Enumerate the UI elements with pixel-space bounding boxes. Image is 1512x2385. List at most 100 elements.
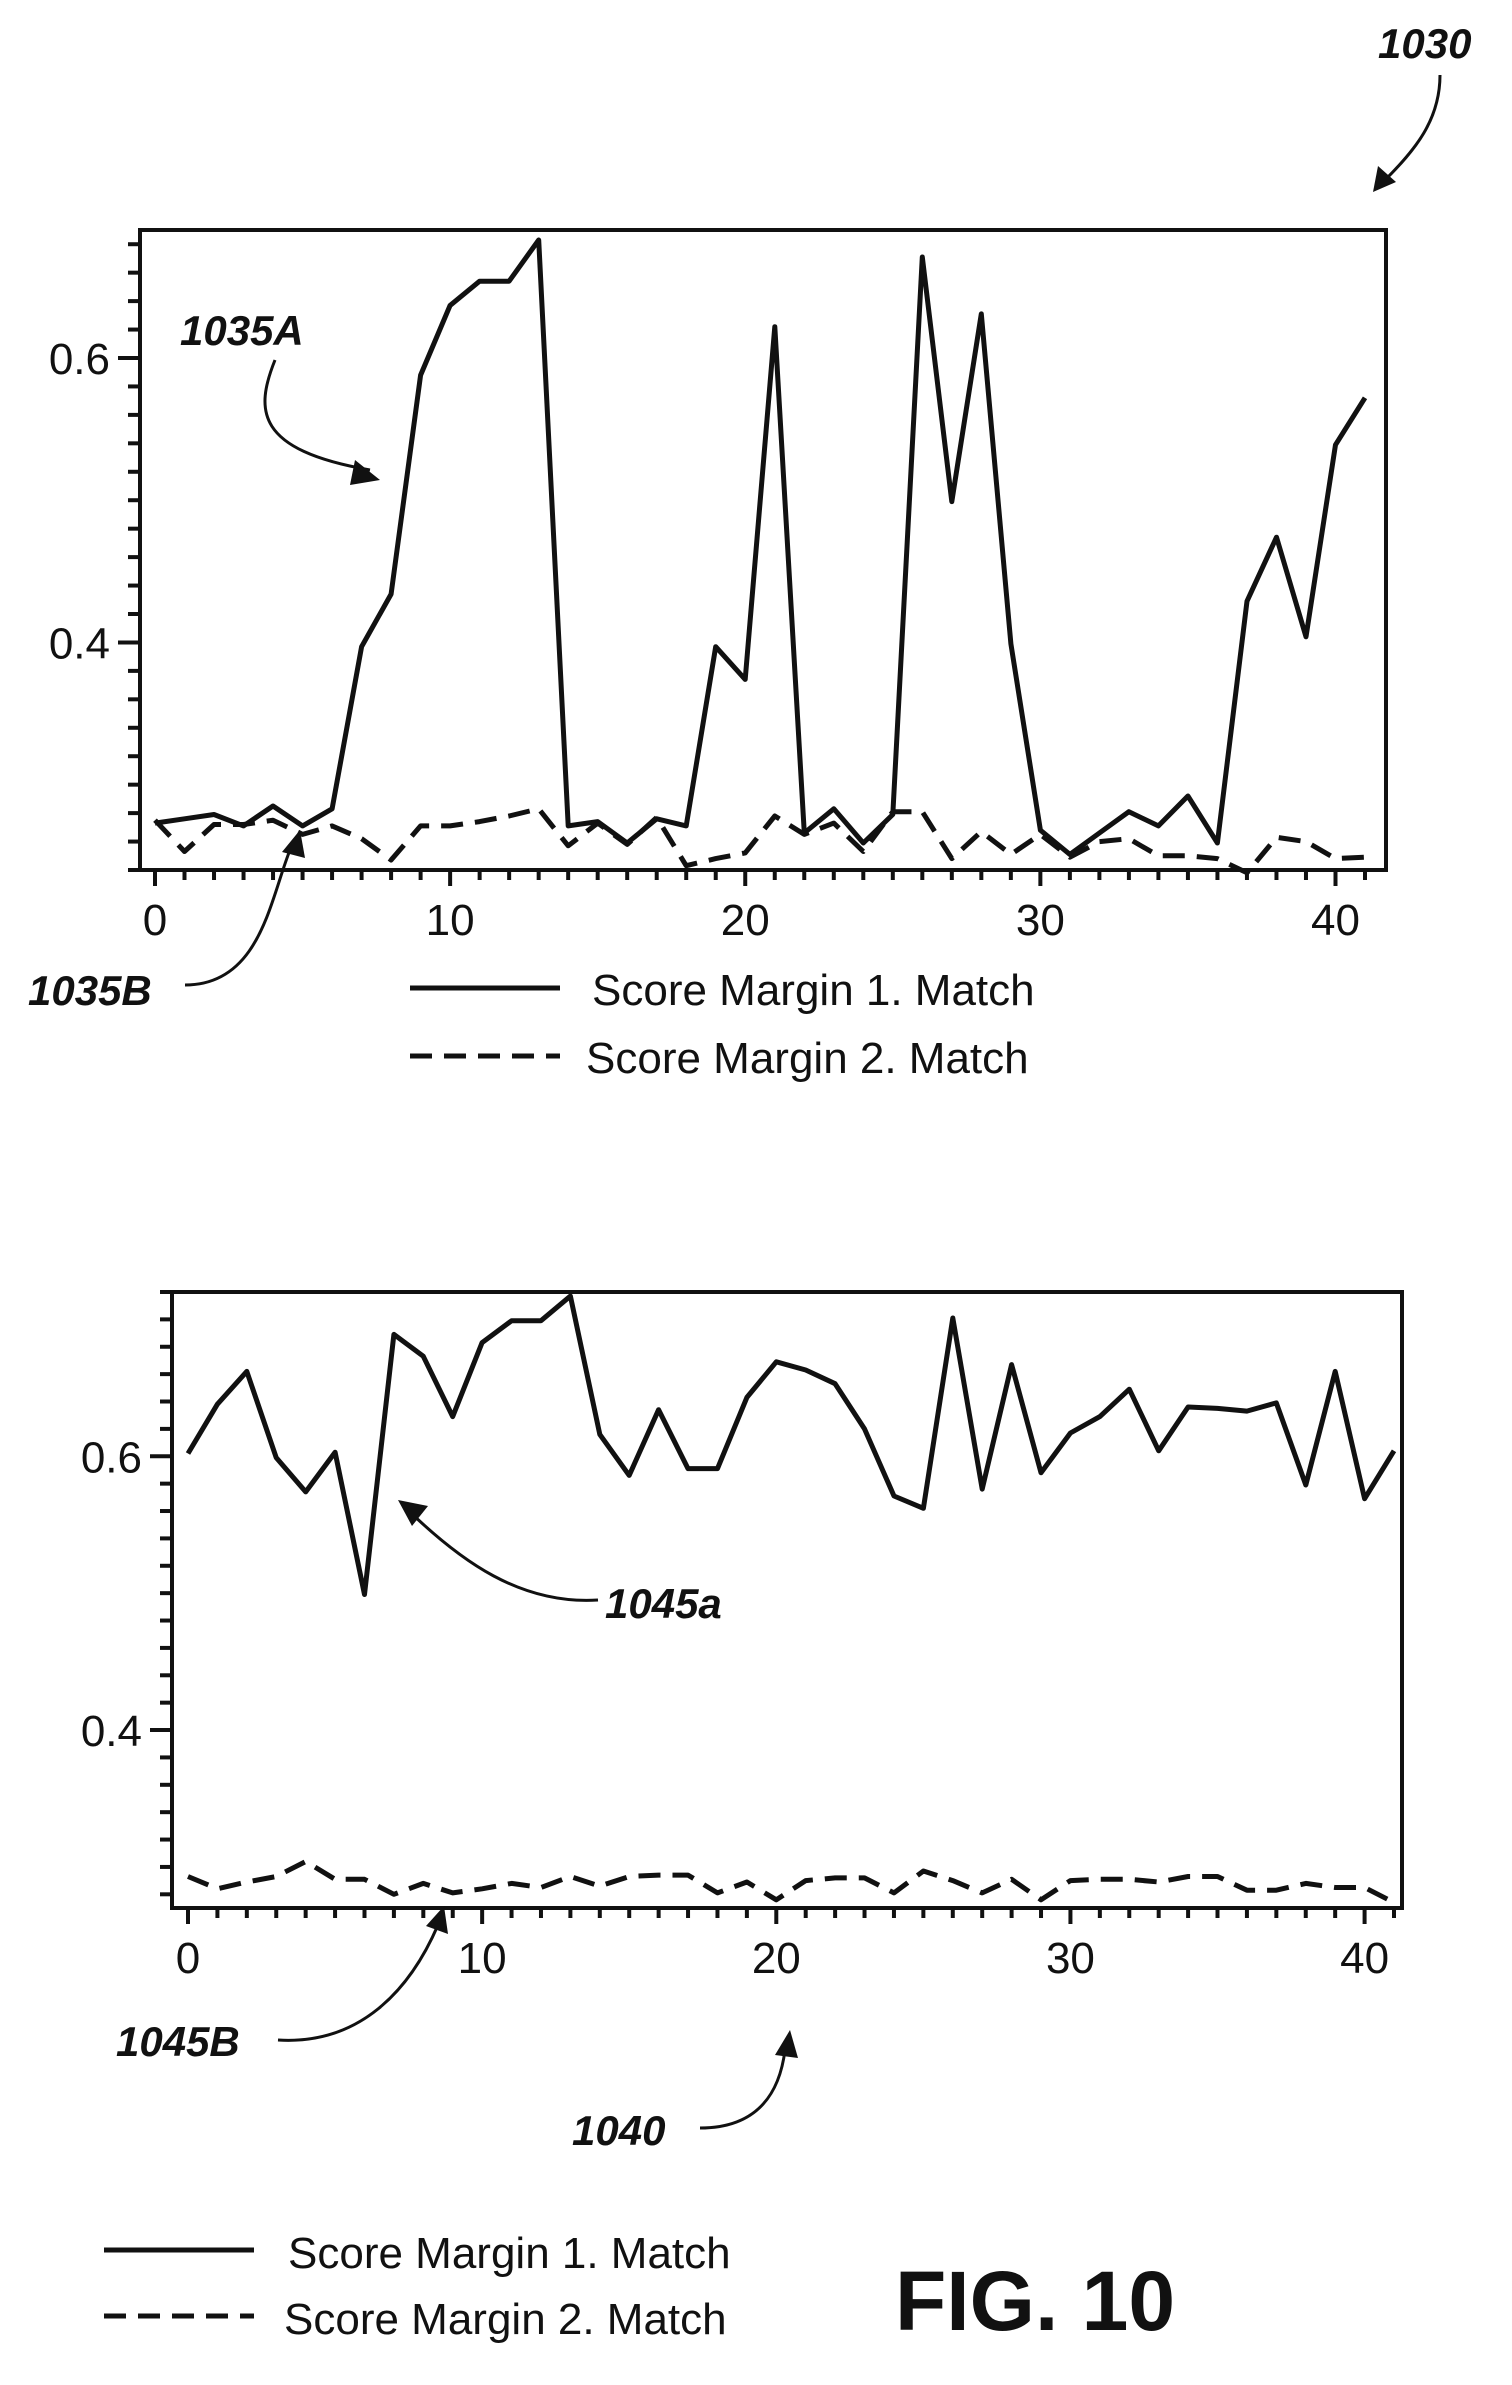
chart-1-point-s1-26: [920, 255, 925, 260]
chart-2-point-s2-29: [1039, 1897, 1044, 1902]
chart-2-point-s1-33: [1156, 1448, 1161, 1453]
chart-1-point-s2-39: [1304, 839, 1309, 844]
chart-1-point-s2-35: [1185, 853, 1190, 858]
chart-2-point-s2-36: [1244, 1888, 1249, 1893]
chart-1-frame: [138, 228, 1388, 872]
chart-1-point-s2-20: [743, 850, 748, 855]
chart-1-point-s1-24: [861, 841, 866, 846]
chart-2-point-s1-10: [480, 1340, 485, 1345]
chart-1-points: [153, 238, 1368, 876]
chart-2-point-s2-12: [539, 1885, 544, 1890]
chart-1-point-s1-14: [566, 823, 571, 828]
ref-1040-arrowhead: [775, 2030, 798, 2058]
chart-1-point-s1-18: [684, 823, 689, 828]
chart-2-point-s1-19: [744, 1395, 749, 1400]
chart-2-point-s1-9: [450, 1414, 455, 1419]
chart-2-point-s1-26: [950, 1316, 955, 1321]
chart-1-point-s2-10: [448, 823, 453, 828]
chart-1-point-s1-35: [1185, 794, 1190, 799]
chart-1-point-s1-39: [1304, 634, 1309, 639]
chart-2-series-score-margin-1: [185, 1293, 1397, 1597]
chart-1-point-s2-38: [1274, 835, 1279, 840]
chart-1-point-s1-28: [979, 311, 984, 316]
chart-2-point-s2-32: [1127, 1877, 1132, 1882]
chart-2-point-s1-7: [391, 1332, 396, 1337]
chart-2-legend-label-2: Score Margin 2. Match: [284, 2295, 727, 2344]
chart-1-point-s2-34: [1156, 853, 1161, 858]
figure-label: FIG. 10: [895, 2254, 1175, 2348]
chart-2-point-s1-40: [1362, 1496, 1367, 1501]
ref-1035A: 1035A: [180, 307, 304, 354]
chart-2-point-s2-20: [774, 1897, 779, 1902]
chart-2-point-s2-41: [1392, 1900, 1397, 1905]
chart-1-point-s2-19: [713, 856, 718, 861]
chart-2-point-s1-32: [1127, 1387, 1132, 1392]
chart-1-point-s1-33: [1126, 809, 1131, 814]
chart-1: 0 10 20 30 40 0.4 0.6 Score Margin 1. Match S…: [28, 20, 1471, 1083]
chart-2-point-s2-31: [1097, 1877, 1102, 1882]
chart-2-point-s2-4: [303, 1859, 308, 1864]
chart-1-series-score-margin-1: [154, 237, 1368, 857]
ref-1035A-leader: [263, 359, 371, 472]
chart-2-point-s2-34: [1186, 1874, 1191, 1879]
chart-1-point-s2-40: [1333, 856, 1338, 861]
chart-1-y-ticks: 0.4 0.6: [49, 335, 140, 668]
chart-2-point-s2-11: [509, 1881, 514, 1886]
chart-1-point-s1-4: [271, 804, 276, 809]
chart-2-point-s2-39: [1333, 1885, 1338, 1890]
chart-2-point-s1-28: [1009, 1362, 1014, 1367]
chart-1-point-s1-7: [359, 644, 364, 649]
chart-1-point-s1-36: [1215, 841, 1220, 846]
chart-2-point-s2-17: [686, 1873, 691, 1878]
chart-1-point-s2-25: [890, 809, 895, 814]
y-tick-label: 0.6: [81, 1433, 142, 1482]
chart-1-point-s2-32: [1097, 839, 1102, 844]
chart-2-point-s2-15: [627, 1874, 632, 1879]
ref-1030-arrowhead: [1373, 166, 1396, 192]
chart-2-point-s1-0: [186, 1451, 191, 1456]
chart-1-point-s2-28: [979, 829, 984, 834]
chart-1-point-s1-5: [300, 823, 305, 828]
chart-1-point-s1-9: [418, 373, 423, 378]
chart-2-legend-label-1: Score Margin 1. Match: [288, 2229, 731, 2278]
chart-1-point-s1-19: [713, 644, 718, 649]
chart-2-point-s2-37: [1274, 1888, 1279, 1893]
chart-1-point-s2-1: [182, 849, 187, 854]
chart-2-point-s2-8: [421, 1881, 426, 1886]
ref-1045B-arrowhead: [426, 1906, 448, 1934]
chart-2-point-s2-35: [1215, 1874, 1220, 1879]
chart-1-point-s2-11: [477, 819, 482, 824]
chart-2-point-s2-13: [568, 1874, 573, 1879]
chart-2-point-s1-22: [833, 1381, 838, 1386]
chart-2-point-s1-37: [1274, 1400, 1279, 1405]
chart-2-point-s2-27: [980, 1890, 985, 1895]
chart-1-point-s1-21: [772, 324, 777, 329]
chart-1-point-s2-12: [507, 814, 512, 819]
y-tick-label: 0.6: [49, 335, 110, 384]
chart-2-point-s2-33: [1156, 1880, 1161, 1885]
chart-2-point-s1-18: [715, 1466, 720, 1471]
chart-1-point-s2-37: [1245, 870, 1250, 875]
chart-1-point-s2-4: [271, 818, 276, 823]
chart-1-point-s2-18: [684, 863, 689, 868]
chart-1-point-s2-14: [566, 843, 571, 848]
chart-1-point-s1-6: [330, 806, 335, 811]
chart-1-point-s1-10: [448, 303, 453, 308]
chart-2-point-s2-18: [715, 1890, 720, 1895]
chart-1-point-s2-15: [595, 821, 600, 826]
chart-1-point-s2-8: [389, 858, 394, 863]
x-tick-label: 0: [176, 1934, 200, 1983]
chart-2-point-s2-5: [333, 1877, 338, 1882]
x-tick-label: 0: [143, 896, 167, 945]
ref-1045a: 1045a: [605, 1580, 722, 1627]
chart-2-point-s2-23: [862, 1875, 867, 1880]
ref-1030-leader: [1383, 74, 1442, 182]
chart-2: 0 10 20 30 40 0.4 0.6 1045a 1045B 1040 Score …: [81, 1290, 1404, 2344]
ref-1035B-leader: [184, 849, 292, 987]
chart-1-point-s2-17: [654, 815, 659, 820]
chart-1-point-s2-16: [625, 842, 630, 847]
chart-2-point-s2-9: [450, 1890, 455, 1895]
chart-1-x-ticks: 0 10 20 30 40: [143, 870, 1367, 945]
chart-1-point-s1-1: [182, 816, 187, 821]
chart-2-point-s2-6: [362, 1877, 367, 1882]
